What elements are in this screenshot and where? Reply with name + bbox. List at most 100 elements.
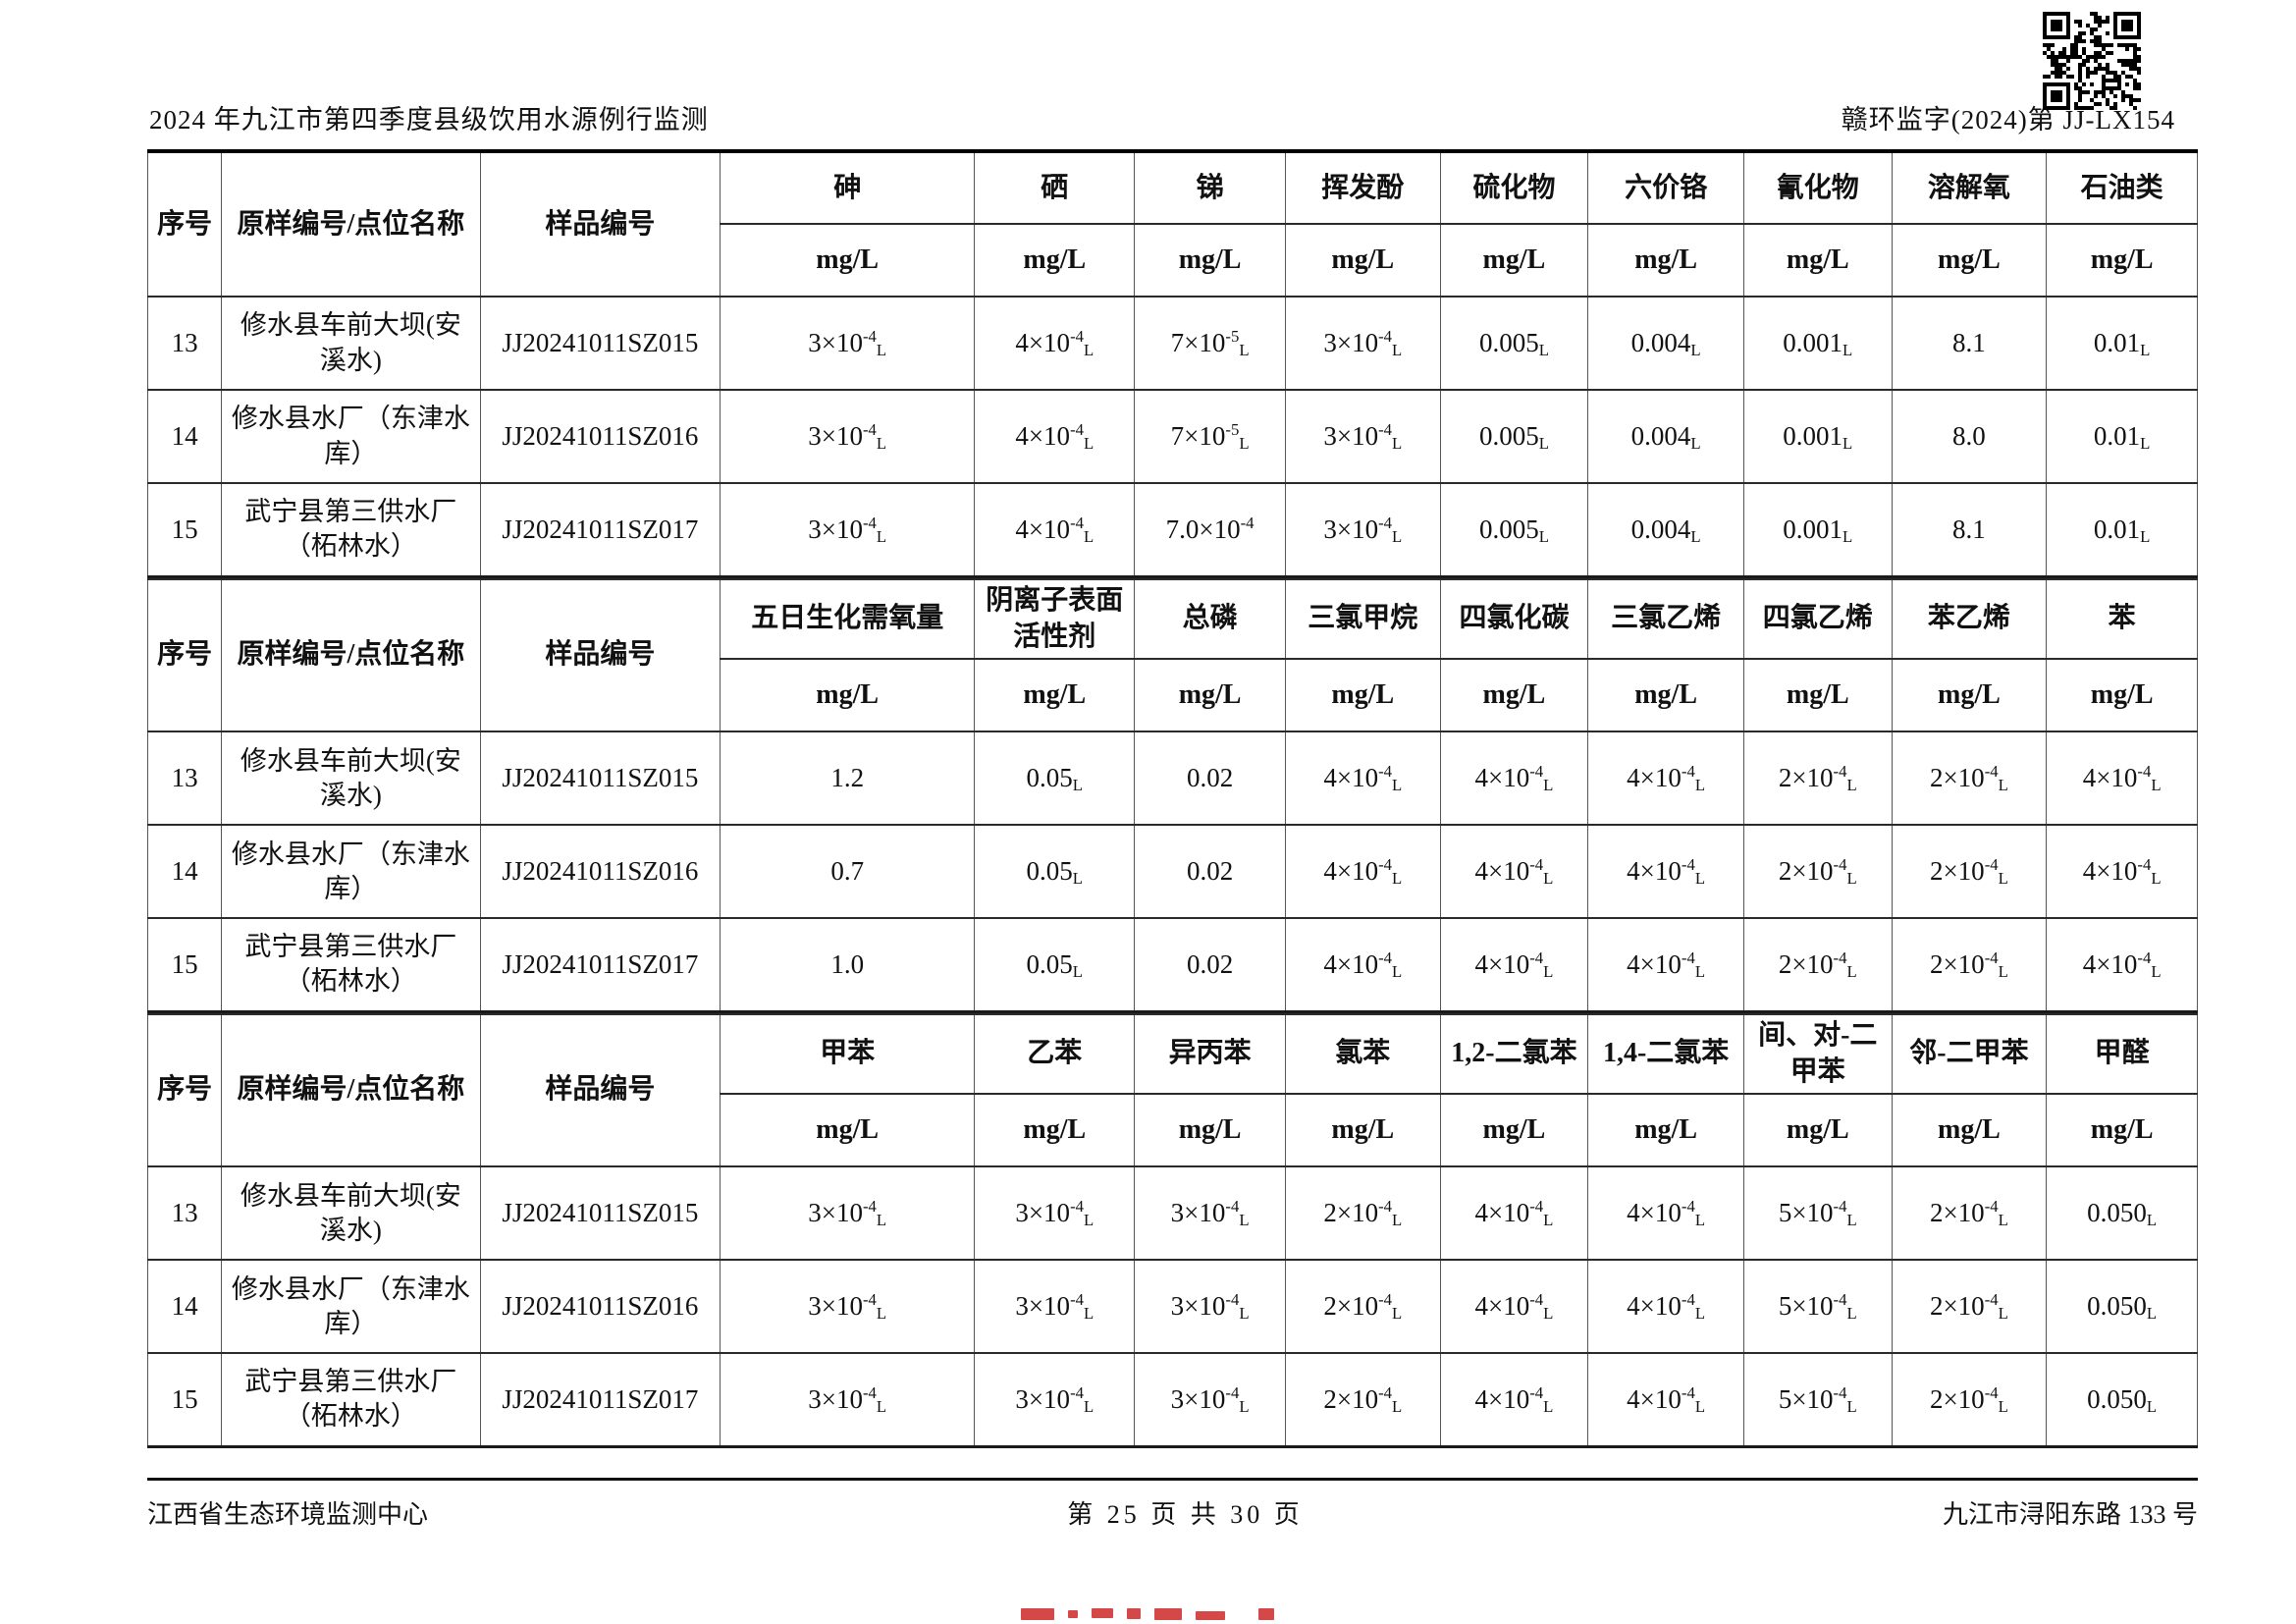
value-cell: 4×10-4L: [974, 389, 1136, 484]
site-name: 修水县车前大坝(安溪水): [221, 296, 481, 391]
value-cell: 2×10-4L: [1891, 1259, 2048, 1355]
param-header: 甲苯: [720, 1012, 976, 1096]
value-cell: 0.7: [720, 824, 976, 920]
site-name: 武宁县第三供水厂（柘林水）: [221, 1352, 481, 1448]
row-no: 15: [146, 482, 223, 577]
value-cell: 2×10-4L: [1891, 824, 2048, 920]
page-footer: 江西省生态环境监测中心 第 25 页 共 30 页 九江市浔阳东路 133 号: [147, 1478, 2198, 1531]
value-cell: 4×10-4L: [1587, 731, 1745, 827]
sample-id: JJ20241011SZ015: [479, 731, 721, 827]
unit-label: mg/L: [1284, 223, 1441, 298]
value-cell: 1.0: [720, 917, 976, 1013]
sample-id: JJ20241011SZ015: [479, 296, 721, 391]
sample-id: JJ20241011SZ017: [479, 482, 721, 577]
value-cell: 5×10-4L: [1743, 1165, 1893, 1262]
param-header: 硒: [974, 150, 1136, 225]
value-cell: 4×10-4L: [1284, 917, 1441, 1013]
param-header: 四氯乙烯: [1743, 577, 1893, 661]
param-header: 甲醛: [2046, 1012, 2198, 1096]
col-header-sample: 样品编号: [479, 150, 721, 298]
param-header: 三氯乙烯: [1587, 577, 1745, 661]
sample-id: JJ20241011SZ016: [479, 1259, 721, 1355]
unit-label: mg/L: [2046, 658, 2198, 733]
value-cell: 3×10-4L: [1284, 296, 1441, 391]
value-cell: 3×10-4L: [720, 1259, 976, 1355]
sample-id: JJ20241011SZ017: [479, 917, 721, 1013]
value-cell: 2×10-4L: [1284, 1352, 1441, 1448]
param-header: 间、对-二甲苯: [1743, 1012, 1893, 1096]
unit-label: mg/L: [1134, 1093, 1286, 1168]
param-header: 异丙苯: [1134, 1012, 1286, 1096]
sample-id: JJ20241011SZ015: [479, 1165, 721, 1262]
value-cell: 7×10-5L: [1134, 296, 1286, 391]
sample-id: JJ20241011SZ016: [479, 389, 721, 484]
footer-address: 九江市浔阳东路 133 号: [1942, 1500, 2198, 1529]
table-row: 13 修水县车前大坝(安溪水) JJ20241011SZ015 3×10-4L 4×10…: [146, 296, 2198, 391]
value-cell: 4×10-4L: [1284, 824, 1441, 920]
row-no: 13: [146, 1165, 223, 1262]
site-name: 修水县车前大坝(安溪水): [221, 731, 481, 827]
unit-label: mg/L: [1284, 658, 1441, 733]
monitoring-table-sections: 序号 原样编号/点位名称 样品编号 砷硒锑挥发酚 硫化物 六价铬 氰化物 溶解氧 石油类 …: [146, 149, 2198, 1448]
value-cell: 3×10-4L: [1284, 482, 1441, 577]
unit-label: mg/L: [1587, 1093, 1745, 1168]
site-name: 武宁县第三供水厂（柘林水）: [221, 482, 481, 577]
value-cell: 0.001L: [1743, 389, 1893, 484]
unit-label: mg/L: [720, 223, 976, 298]
value-cell: 0.02: [1134, 917, 1286, 1013]
col-header-site: 原样编号/点位名称: [221, 150, 481, 298]
value-cell: 2×10-4L: [1743, 731, 1893, 827]
value-cell: 3×10-4L: [974, 1352, 1136, 1448]
row-no: 15: [146, 1352, 223, 1448]
value-cell: 3×10-4L: [1134, 1165, 1286, 1262]
table-row: 15 武宁县第三供水厂（柘林水） JJ20241011SZ017 3×10-4L 3×1…: [146, 1352, 2198, 1448]
value-cell: 7.0×10-4: [1134, 482, 1286, 577]
param-header: 溶解氧: [1891, 150, 2048, 225]
value-cell: 2×10-4L: [1284, 1259, 1441, 1355]
unit-label: mg/L: [1439, 223, 1589, 298]
unit-label: mg/L: [1891, 1093, 2048, 1168]
sample-id: JJ20241011SZ017: [479, 1352, 721, 1448]
value-cell: 4×10-4L: [1439, 824, 1589, 920]
param-header: 三氯甲烷: [1284, 577, 1441, 661]
unit-label: mg/L: [1439, 1093, 1589, 1168]
table-row: 15 武宁县第三供水厂（柘林水） JJ20241011SZ017 3×10-4L 4×1…: [146, 482, 2198, 577]
value-cell: 3×10-4L: [720, 1165, 976, 1262]
unit-label: mg/L: [1284, 1093, 1441, 1168]
value-cell: 0.004L: [1587, 296, 1745, 391]
value-cell: 2×10-4L: [1891, 731, 2048, 827]
value-cell: 3×10-4L: [1134, 1259, 1286, 1355]
unit-label: mg/L: [1743, 223, 1893, 298]
page-header: 2024 年九江市第四季度县级饮用水源例行监测 赣环监字(2024)第 JJ-L…: [149, 98, 2175, 136]
unit-label: mg/L: [974, 658, 1136, 733]
param-header: 总磷: [1134, 577, 1286, 661]
value-cell: 3×10-4L: [974, 1165, 1136, 1262]
param-header: 五日生化需氧量: [720, 577, 976, 661]
document-number: 赣环监字(2024)第 JJ-LX154: [1841, 105, 2175, 135]
row-no: 15: [146, 917, 223, 1013]
unit-label: mg/L: [720, 658, 976, 733]
unit-label: mg/L: [1134, 658, 1286, 733]
table-row: 14 修水县水厂（东津水库） JJ20241011SZ016 0.7 0.05L 0.02…: [146, 824, 2198, 920]
value-cell: 4×10-4L: [1587, 824, 1745, 920]
param-header: 六价铬: [1587, 150, 1745, 225]
value-cell: 2×10-4L: [1743, 917, 1893, 1013]
value-cell: 3×10-4L: [720, 296, 976, 391]
value-cell: 0.02: [1134, 731, 1286, 827]
value-cell: 4×10-4L: [1439, 917, 1589, 1013]
table-row: 13 修水县车前大坝(安溪水) JJ20241011SZ015 3×10-4L 3×10…: [146, 1165, 2198, 1262]
value-cell: 0.050L: [2046, 1165, 2198, 1262]
site-name: 修水县水厂（东津水库）: [221, 389, 481, 484]
row-no: 14: [146, 1259, 223, 1355]
value-cell: 8.0: [1891, 389, 2048, 484]
unit-label: mg/L: [720, 1093, 976, 1168]
unit-label: mg/L: [974, 1093, 1136, 1168]
value-cell: 4×10-4L: [1587, 1165, 1745, 1262]
unit-label: mg/L: [1439, 658, 1589, 733]
value-cell: 0.05L: [974, 731, 1136, 827]
parameter-section-table: 序号 原样编号/点位名称 样品编号 五日生化需氧量 阴离子表面活性剂 总磷 三氯甲烷四…: [146, 577, 2198, 1013]
value-cell: 8.1: [1891, 482, 2048, 577]
value-cell: 4×10-4L: [2046, 731, 2198, 827]
value-cell: 0.005L: [1439, 296, 1589, 391]
footer-organization: 江西省生态环境监测中心: [147, 1500, 429, 1529]
